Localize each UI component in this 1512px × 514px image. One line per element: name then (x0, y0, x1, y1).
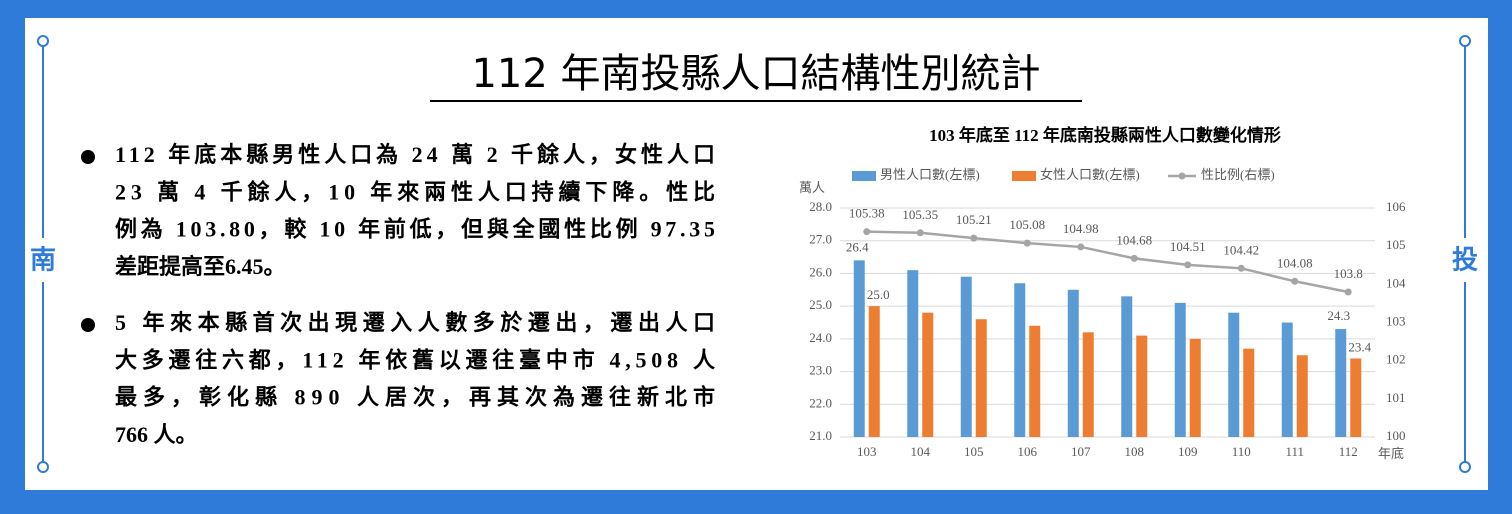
side-label: 投 (1452, 246, 1478, 276)
y2-tick-label: 105 (1386, 237, 1406, 252)
x-tick-label: 108 (1125, 444, 1145, 459)
legend-label: 性比例(右標) (1201, 167, 1275, 182)
y-tick-label: 26.0 (809, 264, 832, 279)
line-marker (1077, 243, 1085, 251)
x-tick-label: 103 (857, 444, 877, 459)
data-label: 104.51 (1170, 239, 1206, 254)
bar (1335, 329, 1347, 437)
legend-swatch (1012, 171, 1036, 181)
side-label: 南 (30, 246, 56, 276)
data-label: 105.08 (1009, 217, 1045, 232)
chart-title: 103 年底至 112 年底南投縣兩性人口數變化情形 (929, 125, 1281, 145)
x-tick-label: 106 (1018, 444, 1038, 459)
bar (1174, 302, 1186, 437)
y2-tick-label: 102 (1386, 352, 1406, 367)
bar (1067, 289, 1079, 437)
y-tick-label: 28.0 (809, 199, 832, 214)
line-marker (1237, 264, 1245, 272)
x-tick-label: 105 (964, 444, 984, 459)
y-tick-label: 21.0 (809, 428, 832, 443)
line-marker (1291, 277, 1299, 285)
line (866, 230, 1349, 294)
bar (1082, 332, 1094, 437)
bar (907, 270, 919, 437)
bar (975, 319, 987, 437)
data-label: 26.4 (846, 239, 869, 254)
bullet-dot (81, 318, 95, 332)
x-axis-label: 年底 (1378, 446, 1404, 461)
bullet-text: 大多遷往六都，112 年依舊以遷往臺中市 4,508 人 (115, 347, 715, 372)
side-decoration (37, 35, 1471, 473)
y2-tick-label: 103 (1386, 313, 1406, 328)
bar (1029, 325, 1041, 437)
bullet-text: 最多，彰化縣 890 人居次，再其次為遷往新北市 (115, 385, 715, 410)
y2-tick-label: 100 (1386, 428, 1406, 443)
bar (922, 312, 934, 437)
x-tick-label: 104 (911, 444, 931, 459)
line-marker (863, 228, 871, 236)
data-label: 104.42 (1223, 242, 1259, 257)
bar (1243, 348, 1255, 437)
y2-tick-label: 106 (1386, 199, 1406, 214)
bar (1228, 312, 1240, 437)
line-marker (1023, 239, 1031, 247)
legend-swatch (852, 171, 876, 181)
legend-label: 女性人口數(左標) (1040, 167, 1140, 182)
bullet-text: 23 萬 4 千餘人，10 年來兩性人口持續下降。性比 (115, 179, 715, 204)
y-tick-label: 23.0 (809, 363, 832, 378)
line-marker (1344, 288, 1352, 296)
y-tick-label: 27.0 (809, 232, 832, 247)
y2-tick-label: 104 (1386, 275, 1406, 290)
bar (1350, 358, 1362, 437)
bullet-text: 差距提高至6.45。 (115, 254, 286, 279)
bar (868, 306, 880, 437)
line-marker (970, 234, 978, 242)
data-label: 105.38 (849, 206, 885, 221)
bar (1136, 335, 1148, 437)
bar (1121, 296, 1133, 437)
data-label: 23.4 (1348, 339, 1371, 354)
data-label: 25.0 (867, 287, 890, 302)
data-label: 104.98 (1063, 221, 1099, 236)
line-marker (916, 229, 924, 237)
x-tick-label: 112 (1339, 444, 1358, 459)
bar (1281, 322, 1293, 437)
x-tick-label: 107 (1071, 444, 1091, 459)
data-label: 105.35 (902, 207, 938, 222)
page-title: 112 年南投縣人口結構性別統計 (471, 51, 1040, 97)
y-tick-label: 24.0 (809, 330, 832, 345)
y-axis-label: 萬人 (799, 180, 825, 195)
y-tick-label: 25.0 (809, 297, 832, 312)
bullet-text: 766 人。 (115, 422, 198, 447)
bullet-text: 112 年底本縣男性人口為 24 萬 2 千餘人，女性人口 (115, 142, 715, 167)
bar (1014, 283, 1026, 437)
bar (1189, 338, 1201, 437)
bullet-text: 例為 103.80，較 10 年前低，但與全國性比例 97.35 (115, 217, 715, 242)
data-label: 104.08 (1277, 255, 1313, 270)
bar (960, 276, 972, 437)
legend-marker (1178, 172, 1186, 180)
x-tick-label: 111 (1285, 444, 1304, 459)
bar (1296, 355, 1308, 437)
bar (853, 260, 865, 437)
line-marker (1184, 261, 1192, 269)
x-tick-label: 109 (1178, 444, 1198, 459)
x-tick-label: 110 (1232, 444, 1251, 459)
bullet-dot (81, 150, 95, 164)
legend-label: 男性人口數(左標) (880, 167, 980, 182)
data-label: 104.68 (1116, 232, 1152, 247)
y2-tick-label: 101 (1386, 390, 1406, 405)
y-tick-label: 22.0 (809, 395, 832, 410)
data-label: 24.3 (1327, 308, 1350, 323)
data-label: 103.8 (1334, 266, 1363, 281)
data-label: 105.21 (956, 212, 992, 227)
line-marker (1130, 254, 1138, 262)
